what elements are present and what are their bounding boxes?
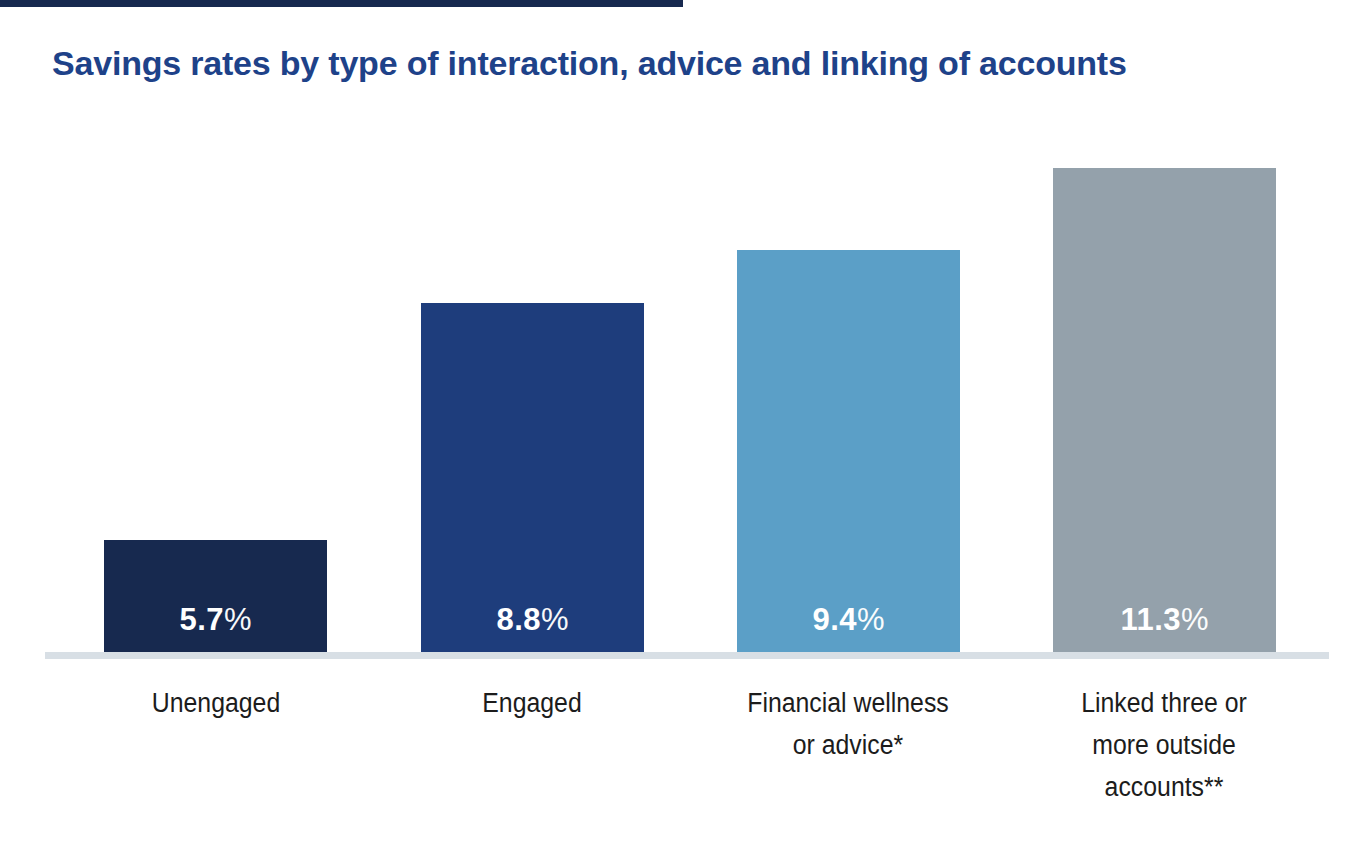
- bar-value-label: 11.3%: [1053, 602, 1276, 638]
- percent-sign: %: [541, 602, 569, 637]
- category-label-financial-wellness: Financial wellness or advice*: [701, 682, 995, 766]
- chart-page: Savings rates by type of interaction, ad…: [0, 0, 1366, 862]
- value-number: 9.4: [812, 602, 857, 637]
- bar-engaged: 8.8%: [421, 303, 644, 652]
- bar-value-label: 5.7%: [104, 602, 327, 638]
- bar-unengaged: 5.7%: [104, 540, 327, 652]
- x-axis-baseline: [45, 652, 1329, 659]
- bar-chart: 5.7% 8.8% 9.4% 11.3% Unengaged Engaged F…: [0, 0, 1366, 862]
- percent-sign: %: [1181, 602, 1209, 637]
- value-number: 11.3: [1120, 602, 1181, 637]
- category-label-engaged: Engaged: [385, 682, 679, 724]
- bar-value-label: 9.4%: [737, 602, 960, 638]
- bar-value-label: 8.8%: [421, 602, 644, 638]
- value-number: 8.8: [496, 602, 541, 637]
- bar-linked-outside-accounts: 11.3%: [1053, 168, 1276, 652]
- bar-financial-wellness: 9.4%: [737, 250, 960, 652]
- category-label-unengaged: Unengaged: [69, 682, 363, 724]
- value-number: 5.7: [179, 602, 224, 637]
- percent-sign: %: [857, 602, 885, 637]
- percent-sign: %: [224, 602, 252, 637]
- category-label-linked-outside-accounts: Linked three or more outside accounts**: [1017, 682, 1311, 808]
